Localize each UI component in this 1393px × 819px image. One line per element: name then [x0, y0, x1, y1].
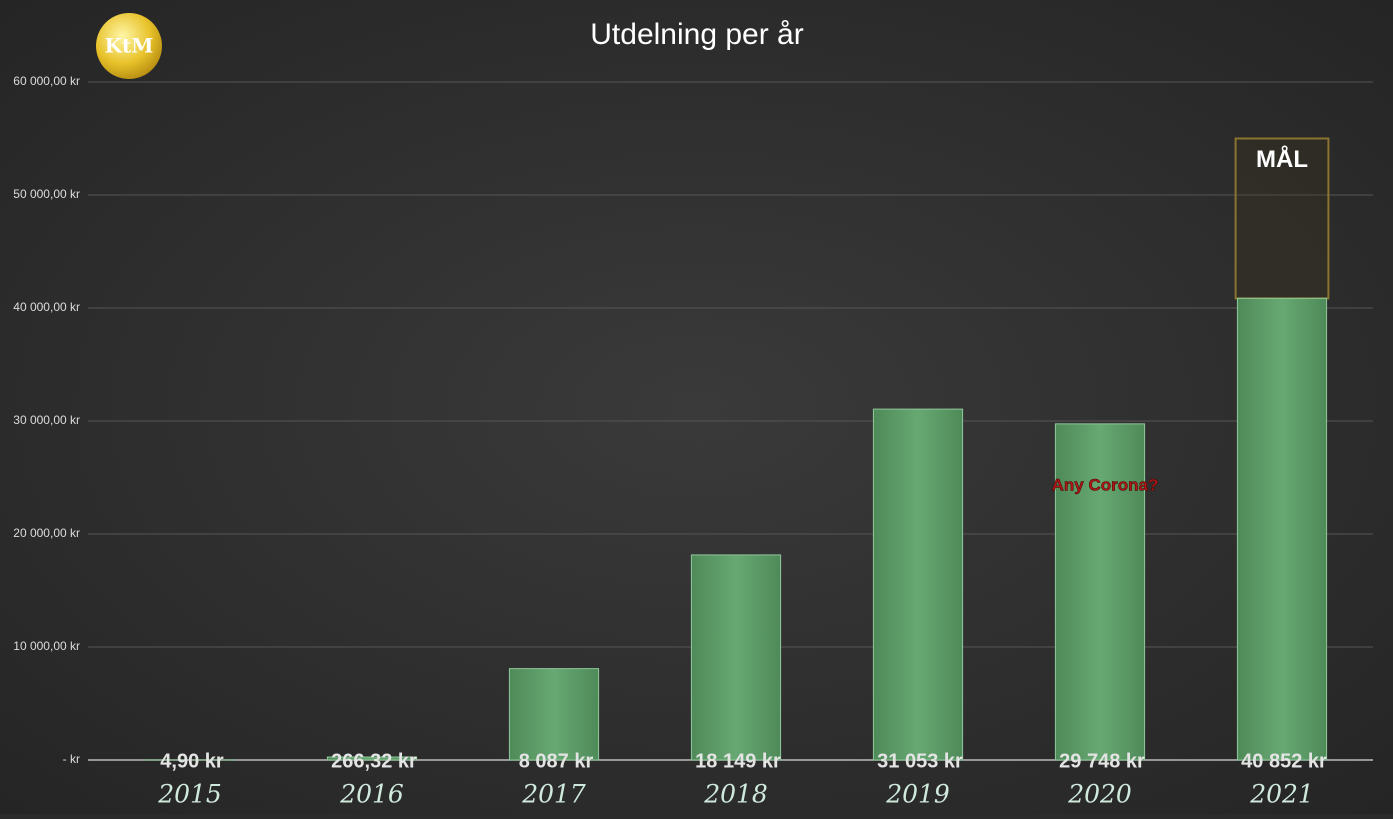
chart-title: Utdelning per år — [590, 18, 803, 51]
value-label: 266,32 kr — [331, 750, 417, 772]
x-tick-label: 2017 — [521, 780, 586, 809]
bar — [1237, 298, 1326, 760]
x-tick-label: 2018 — [703, 780, 768, 809]
x-tick-label: 2020 — [1067, 780, 1132, 809]
y-tick-label: 50 000,00 kr — [13, 187, 80, 201]
value-label: 8 087 kr — [519, 750, 594, 772]
y-tick-label: 40 000,00 kr — [13, 300, 80, 314]
x-tick-label: 2015 — [157, 780, 222, 809]
x-tick-label: 2016 — [339, 780, 404, 809]
value-label: 18 149 kr — [695, 750, 781, 772]
value-label: 4,90 kr — [160, 750, 224, 772]
value-label: 31 053 kr — [877, 750, 963, 772]
x-tick-label: 2019 — [885, 780, 950, 809]
target-label: MÅL — [1256, 145, 1308, 173]
y-tick-label: 20 000,00 kr — [13, 526, 80, 540]
y-tick-label: - kr — [63, 752, 80, 766]
value-label: 29 748 kr — [1059, 750, 1145, 772]
y-tick-label: 60 000,00 kr — [13, 74, 80, 88]
logo-text: KtM — [105, 34, 154, 58]
annotation: Any Corona? — [1052, 475, 1159, 494]
bar — [509, 669, 598, 760]
bar — [873, 409, 962, 760]
y-tick-label: 30 000,00 kr — [13, 413, 80, 427]
x-tick-label: 2021 — [1249, 780, 1314, 809]
y-tick-label: 10 000,00 kr — [13, 639, 80, 653]
bar — [691, 555, 780, 760]
bar — [1055, 424, 1144, 760]
value-label: 40 852 kr — [1241, 750, 1327, 772]
